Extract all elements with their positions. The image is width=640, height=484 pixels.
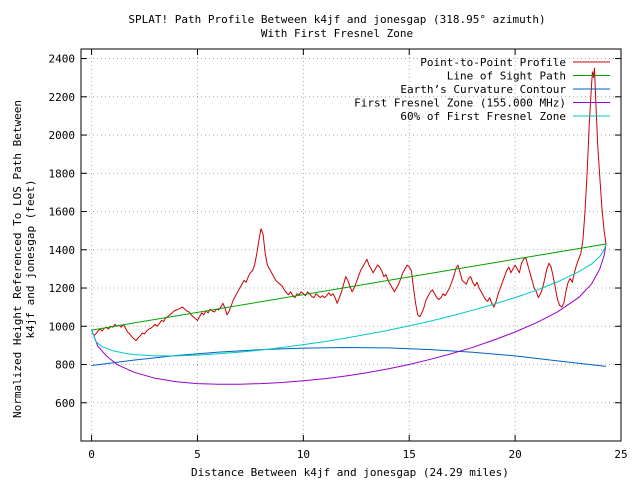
series-line-3: [91, 243, 607, 385]
x-tick-label: 0: [88, 448, 95, 461]
x-axis-ticks: 0 5 10 15 20 25: [88, 49, 628, 461]
legend-label: 60% of First Fresnel Zone: [400, 110, 566, 123]
series-line-4: [91, 243, 607, 357]
y-tick-label: 600: [55, 397, 75, 410]
series-line-0: [91, 67, 607, 342]
legend-label: Earth’s Curvature Contour: [400, 83, 566, 96]
chart-subtitle: With First Fresnel Zone: [261, 27, 413, 40]
x-tick-label: 5: [194, 448, 201, 461]
legend-label: Point-to-Point Profile: [420, 56, 566, 69]
series-lines: [91, 67, 607, 385]
y-tick-label: 2400: [49, 53, 76, 66]
plot-frame: [80, 48, 622, 442]
chart-title: SPLAT! Path Profile Between k4jf and jon…: [128, 13, 545, 26]
y-axis-label-line2: k4jf and jonesgap (feet): [24, 180, 37, 339]
x-tick-label: 10: [297, 448, 310, 461]
y-tick-label: 1400: [49, 244, 76, 257]
x-tick-label: 15: [403, 448, 416, 461]
y-tick-label: 2000: [49, 129, 76, 142]
series-line-1: [91, 243, 607, 331]
y-tick-label: 1200: [49, 282, 76, 295]
x-tick-label: 25: [614, 448, 627, 461]
y-tick-label: 1000: [49, 320, 76, 333]
legend-label: Line of Sight Path: [447, 70, 566, 83]
y-tick-label: 800: [55, 359, 75, 372]
y-tick-label: 1800: [49, 167, 76, 180]
series-line-2: [91, 347, 607, 367]
y-tick-label: 1600: [49, 206, 76, 219]
x-axis-label: Distance Between k4jf and jonesgap (24.2…: [191, 466, 509, 479]
x-tick-label: 20: [508, 448, 521, 461]
y-axis-label-line1: Normalized Height Referenced To LOS Path…: [11, 100, 24, 418]
y-axis-ticks: 600 800 1000 1200 1400 1600 1800 2000 2200 2400: [49, 53, 621, 410]
legend-label: First Fresnel Zone (155.000 MHz): [354, 97, 566, 110]
y-tick-label: 2200: [49, 91, 76, 104]
